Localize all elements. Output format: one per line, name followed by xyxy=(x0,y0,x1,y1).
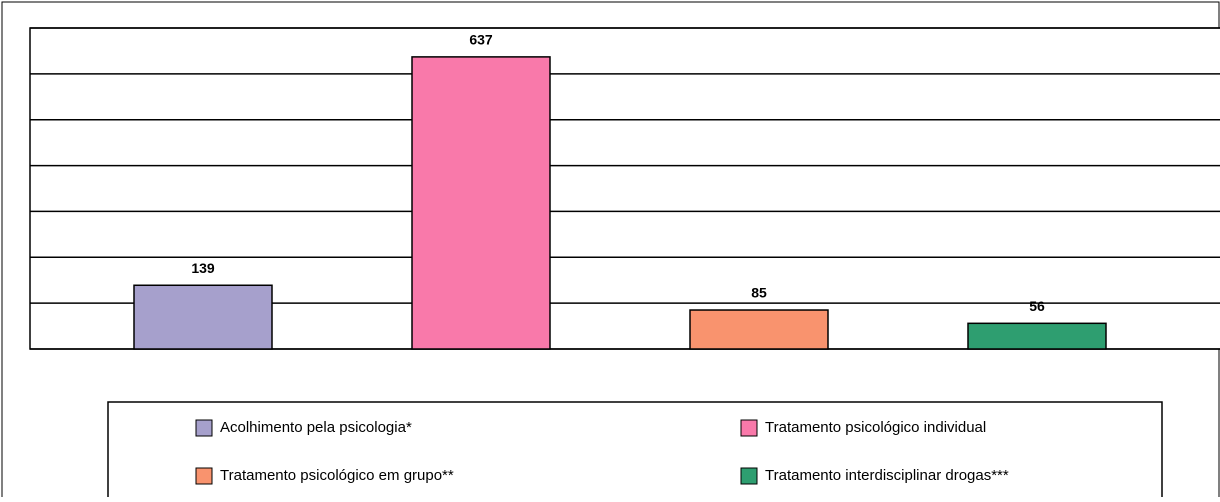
bar xyxy=(133,284,273,350)
legend-swatch xyxy=(740,467,758,485)
value-label: 637 xyxy=(469,32,493,48)
value-label: 56 xyxy=(1029,298,1045,314)
legend-swatch xyxy=(740,419,758,437)
value-label: 85 xyxy=(751,285,767,301)
legend-box xyxy=(107,401,1163,502)
bar xyxy=(967,322,1107,350)
legend-label: Tratamento psicológico em grupo** xyxy=(220,467,454,484)
legend-label: Acolhimento pela psicologia* xyxy=(220,419,412,436)
legend-swatch xyxy=(195,467,213,485)
bar xyxy=(689,309,829,350)
legend-label: Tratamento psicológico individual xyxy=(765,419,986,436)
legend-label: Tratamento interdisciplinar drogas*** xyxy=(765,467,1009,484)
bar xyxy=(411,56,551,350)
legend-swatch xyxy=(195,419,213,437)
value-label: 139 xyxy=(191,260,215,276)
